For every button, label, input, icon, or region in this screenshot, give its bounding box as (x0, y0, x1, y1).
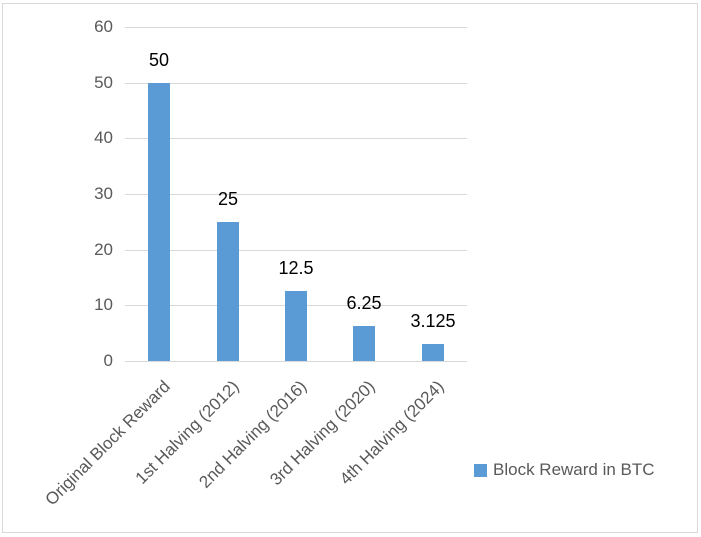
y-tick-label: 20 (94, 240, 113, 259)
legend-label: Block Reward in BTC (493, 460, 655, 479)
y-tick-label: 60 (94, 17, 113, 36)
gridline (125, 250, 467, 251)
legend[interactable]: Block Reward in BTC (474, 460, 655, 480)
legend-swatch (474, 463, 487, 477)
bar[interactable] (217, 222, 239, 361)
gridline (125, 194, 467, 195)
data-label: 25 (217, 189, 239, 209)
bar[interactable] (422, 344, 444, 361)
gridline (125, 83, 467, 84)
gridline (125, 138, 467, 139)
chart-frame (2, 3, 698, 533)
bar[interactable] (353, 326, 375, 361)
y-tick-label: 0 (103, 351, 113, 370)
bar[interactable] (285, 291, 307, 361)
data-label: 12.5 (278, 258, 314, 278)
y-tick-label: 30 (94, 184, 113, 203)
data-label: 3.125 (410, 311, 456, 331)
y-tick-label: 10 (94, 295, 113, 314)
bar[interactable] (148, 83, 170, 361)
gridline (125, 27, 467, 28)
y-tick-label: 40 (94, 128, 113, 147)
y-tick-label: 50 (94, 73, 113, 92)
data-label: 50 (148, 50, 170, 70)
data-label: 6.25 (346, 293, 382, 313)
gridline (125, 361, 467, 362)
